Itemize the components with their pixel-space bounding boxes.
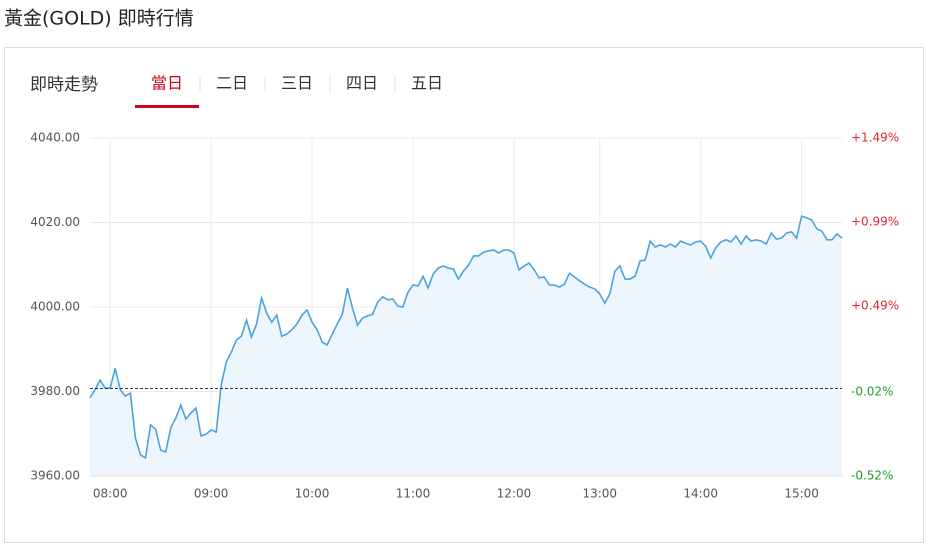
y-tick-label: 3980.00	[30, 384, 80, 398]
y-tick-label: 4000.00	[30, 300, 80, 314]
y2-tick-label: -0.52%	[851, 469, 893, 483]
x-tick-label: 10:00	[295, 487, 330, 501]
tab-underline	[135, 105, 199, 108]
y2-tick-label: +1.49%	[851, 131, 899, 145]
x-tick-label: 14:00	[683, 487, 718, 501]
x-tick-label: 13:00	[582, 487, 617, 501]
y2-tick-label: +0.49%	[851, 299, 899, 313]
y-tick-label: 3960.00	[30, 469, 80, 483]
y2-tick-label: -0.02%	[851, 384, 893, 398]
page-title: 黃金(GOLD) 即時行情	[4, 8, 194, 30]
tab[interactable]: 四日	[346, 74, 378, 93]
tab[interactable]: 當日	[151, 74, 183, 93]
x-tick-label: 15:00	[784, 487, 819, 501]
tab-bar: 當日 二日 三日 四日 五日	[135, 74, 443, 108]
tab[interactable]: 三日	[281, 74, 313, 93]
y-tick-label: 4040.00	[30, 131, 80, 145]
x-tick-label: 11:00	[396, 487, 431, 501]
x-tick-label: 12:00	[497, 487, 532, 501]
chart: 4040.00 4020.00 4000.00 3980.00 3960.00 +1.49…	[30, 131, 899, 501]
panel-label: 即時走勢	[30, 75, 98, 95]
tab[interactable]: 五日	[411, 74, 443, 93]
price-line	[89, 215, 843, 460]
y-tick-label: 4020.00	[30, 215, 80, 229]
panel	[4, 47, 924, 543]
area	[90, 216, 842, 476]
tab[interactable]: 二日	[216, 74, 248, 93]
x-tick-label: 08:00	[93, 487, 128, 501]
x-tick-label: 09:00	[194, 487, 229, 501]
y2-tick-label: +0.99%	[851, 215, 899, 229]
